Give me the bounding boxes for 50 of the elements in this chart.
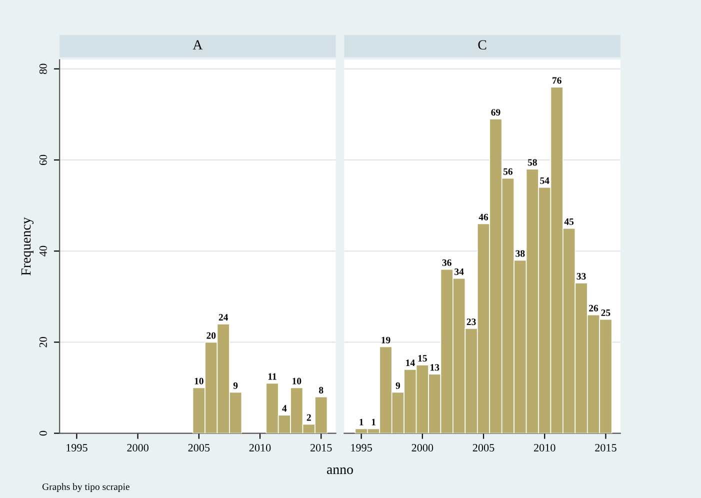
y-tick-label: 60 [39, 154, 47, 166]
x-tick-label: 2005 [472, 444, 494, 452]
x-tick-label: 2000 [412, 444, 434, 452]
y-tick-label: 0 [39, 430, 47, 436]
data-label: 26 [589, 304, 598, 312]
data-label: 2 [306, 414, 311, 421]
data-label: 69 [491, 109, 500, 116]
x-axis-title: anno [326, 467, 353, 474]
y-axis-title: Frequency [21, 217, 34, 276]
data-label: 38 [516, 250, 525, 257]
data-label: 9 [233, 382, 238, 389]
x-tick-label: 1995 [66, 444, 88, 452]
data-label: 23 [466, 318, 476, 326]
y-tick-label: 20 [39, 337, 47, 348]
x-tick-label: 2015 [595, 444, 616, 452]
data-label: 45 [564, 218, 574, 225]
data-label: 19 [382, 336, 390, 344]
y-tick-label: 40 [39, 246, 47, 256]
data-label: 33 [576, 273, 586, 280]
data-label: 46 [478, 214, 488, 220]
chart-title: A [192, 40, 203, 50]
data-label: 24 [218, 314, 228, 320]
data-label: 76 [552, 77, 562, 84]
data-label: 4 [282, 405, 287, 412]
data-label: 58 [528, 159, 537, 166]
data-label: 10 [292, 378, 302, 384]
data-label: 1 [360, 418, 364, 426]
data-label: 13 [430, 364, 440, 371]
x-tick-label: 2010 [534, 444, 556, 452]
data-label: 20 [206, 332, 216, 339]
x-tick-label: 2010 [249, 444, 271, 452]
data-label: 10 [194, 378, 204, 384]
data-label: 36 [442, 259, 452, 266]
data-label: 1 [372, 418, 376, 426]
x-tick-label: 2015 [310, 444, 332, 452]
x-tick-label: 1995 [351, 444, 372, 452]
data-label: 14 [406, 360, 415, 366]
y-tick-label: 80 [39, 64, 47, 74]
data-label: 11 [268, 373, 276, 380]
x-tick-label: 2005 [188, 444, 210, 452]
chart-title: C [478, 40, 486, 50]
data-label: 56 [503, 168, 513, 175]
data-label: 34 [454, 268, 464, 276]
text: Graphs by tipo scrapie [42, 483, 130, 492]
data-label: 15 [418, 355, 427, 362]
x-tick-label: 2000 [127, 444, 148, 452]
data-label: 25 [601, 309, 610, 316]
data-label: 54 [540, 177, 550, 184]
data-label: 9 [396, 382, 400, 389]
data-label: 8 [319, 386, 324, 394]
